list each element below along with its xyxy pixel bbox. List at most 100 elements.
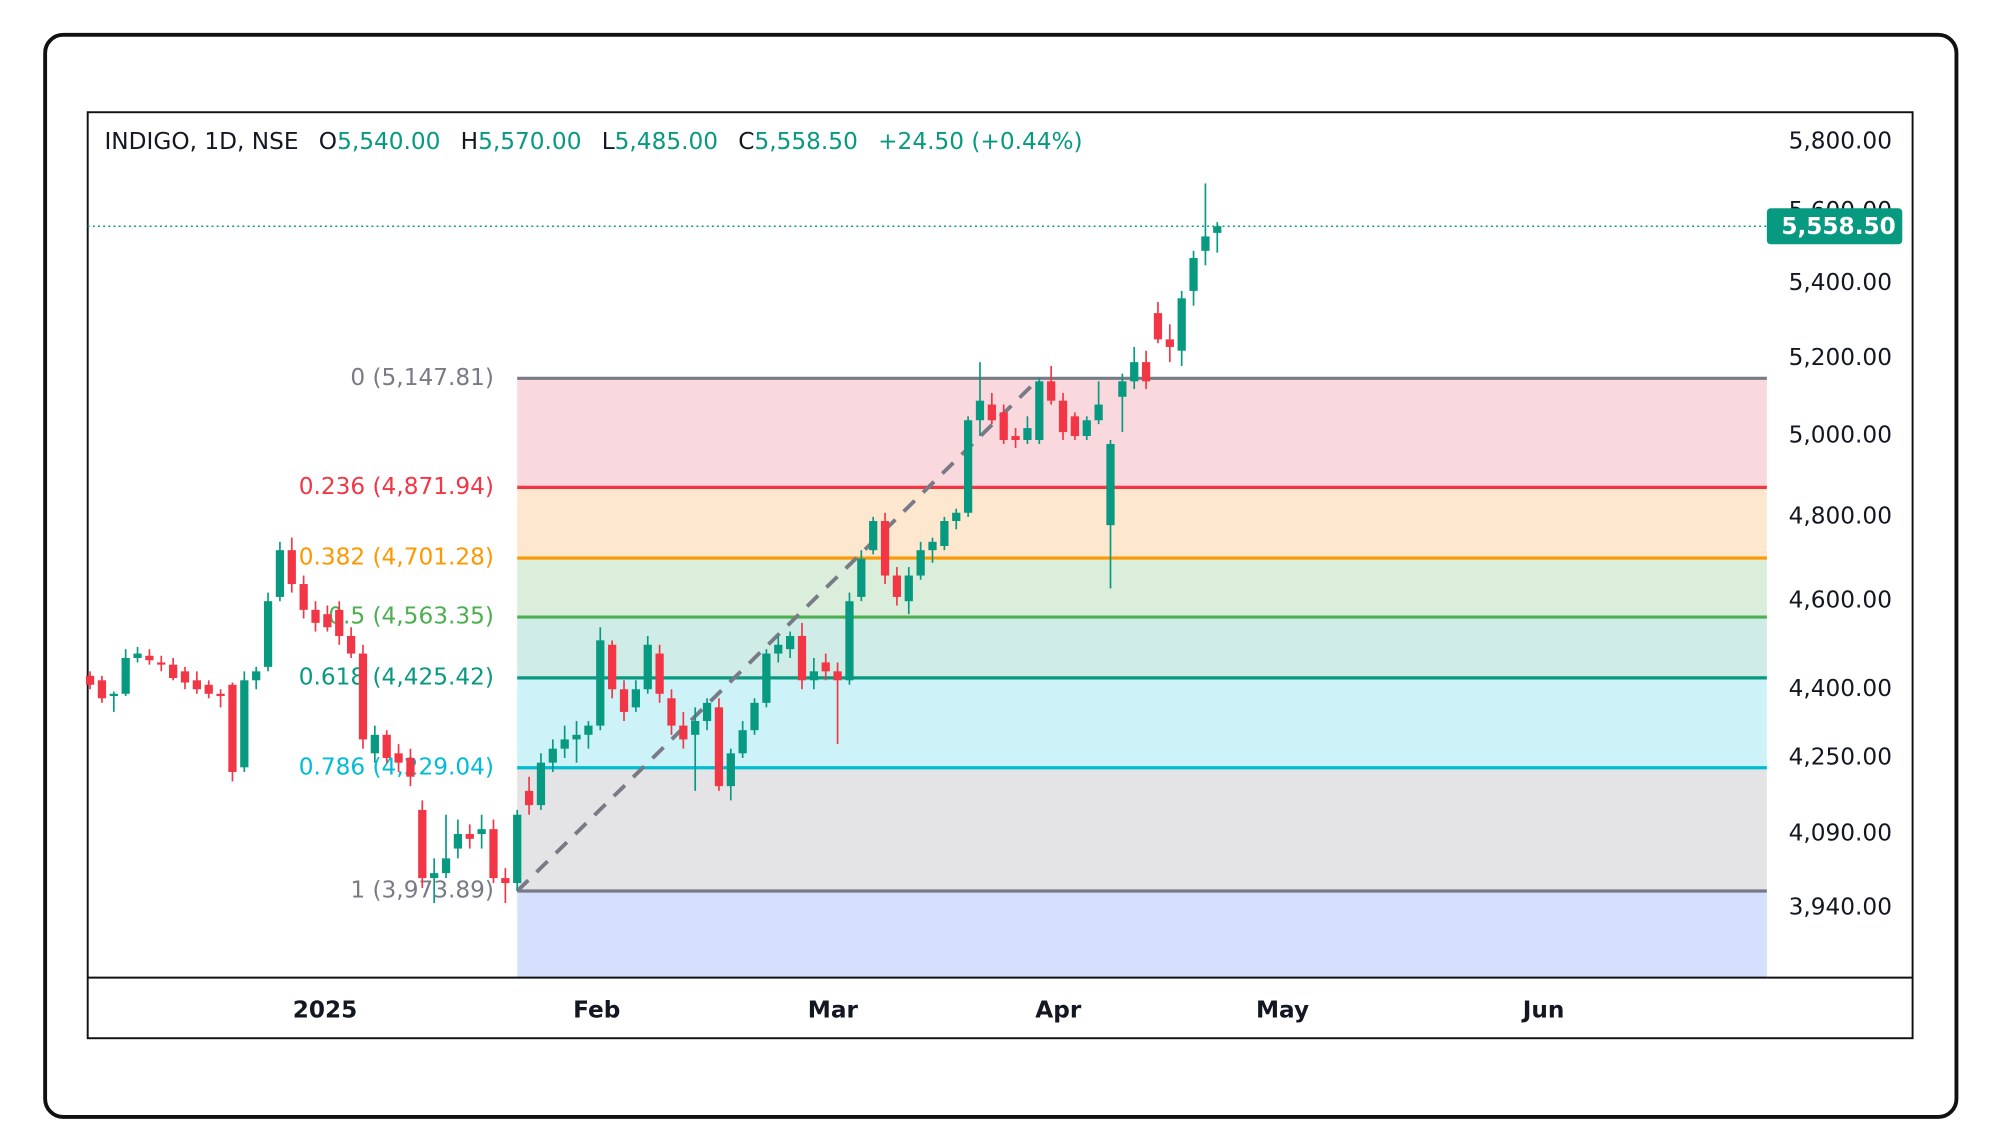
candle-body bbox=[619, 689, 629, 712]
change: +24.50 (+0.44%) bbox=[878, 127, 1083, 154]
candle-body bbox=[1106, 443, 1115, 526]
candle-body bbox=[1047, 381, 1056, 401]
candle-body bbox=[904, 575, 913, 602]
candle-body bbox=[916, 550, 925, 576]
x-tick-label: Feb bbox=[573, 997, 620, 1024]
candle-body bbox=[857, 558, 866, 597]
candle-body bbox=[275, 550, 285, 597]
candle-body bbox=[702, 702, 712, 722]
candle-body bbox=[821, 662, 830, 672]
candle-body bbox=[133, 653, 142, 658]
x-tick-label: Apr bbox=[1035, 997, 1082, 1024]
candle-body bbox=[1130, 362, 1139, 382]
candle-body bbox=[750, 702, 759, 731]
y-tick-label: 4,250.00 bbox=[1789, 743, 1892, 770]
fib-zone bbox=[517, 677, 1767, 768]
candle-body bbox=[762, 653, 771, 703]
candle-body bbox=[643, 644, 652, 690]
candles bbox=[85, 183, 1222, 903]
fib-zone bbox=[517, 487, 1767, 559]
candle-body bbox=[252, 671, 261, 681]
candle-body bbox=[169, 664, 178, 679]
candle-body bbox=[1094, 404, 1103, 421]
fib-zone bbox=[517, 891, 1767, 978]
candle-body bbox=[1118, 381, 1127, 397]
fib-level-label: 0 (5,147.81) bbox=[350, 364, 494, 391]
candle-body bbox=[726, 753, 735, 787]
candle-body bbox=[631, 689, 641, 708]
candle-body bbox=[323, 614, 332, 628]
y-tick-label: 4,400.00 bbox=[1789, 675, 1892, 702]
candle-body bbox=[382, 734, 391, 758]
candle-body bbox=[346, 635, 356, 654]
candle-body bbox=[987, 404, 996, 421]
candle-body bbox=[204, 684, 213, 694]
candle-body bbox=[453, 833, 463, 849]
candle-body bbox=[940, 521, 949, 546]
candle-body bbox=[1201, 236, 1210, 251]
candle-body bbox=[548, 748, 557, 763]
candle-body bbox=[952, 512, 961, 522]
symbol: INDIGO, 1D, NSE bbox=[104, 127, 298, 154]
y-tick-label: 5,400.00 bbox=[1789, 269, 1892, 296]
candle-body bbox=[738, 730, 747, 754]
candle-body bbox=[121, 657, 130, 694]
fib-zone bbox=[517, 558, 1767, 618]
header: INDIGO, 1D, NSE O5,540.00 H5,570.00 L5,4… bbox=[104, 127, 1082, 154]
candle-body bbox=[524, 790, 534, 806]
candle-body bbox=[109, 693, 118, 697]
candle-body bbox=[963, 420, 973, 513]
candle-body bbox=[975, 400, 985, 421]
candle-body bbox=[999, 412, 1008, 440]
y-tick-label: 5,800.00 bbox=[1789, 128, 1892, 155]
candle-body bbox=[358, 653, 368, 740]
candle-body bbox=[833, 671, 842, 681]
x-tick-label: May bbox=[1256, 997, 1309, 1024]
candle-body bbox=[584, 725, 593, 735]
ohlc-label: L bbox=[602, 127, 615, 154]
y-tick-label: 4,090.00 bbox=[1789, 819, 1892, 846]
candle-body bbox=[263, 601, 273, 667]
candle-body bbox=[1070, 416, 1080, 437]
y-tick-label: 5,000.00 bbox=[1789, 422, 1892, 449]
candle-body bbox=[1165, 339, 1174, 347]
candle-body bbox=[216, 693, 225, 697]
candle-body bbox=[1011, 436, 1020, 440]
candle-body bbox=[430, 873, 439, 879]
candle-body bbox=[880, 521, 890, 576]
candle-body bbox=[1035, 381, 1044, 440]
fib-zone bbox=[517, 767, 1767, 892]
candle-body bbox=[596, 640, 605, 726]
y-tick-label: 3,940.00 bbox=[1789, 894, 1892, 921]
ohlc-value: 5,540.00 bbox=[337, 127, 440, 154]
candle-body bbox=[441, 858, 451, 874]
candle-body bbox=[465, 833, 474, 839]
x-tick-label: Mar bbox=[808, 997, 859, 1024]
candle-body bbox=[394, 753, 403, 763]
candle-body bbox=[774, 644, 783, 654]
candle-body bbox=[572, 734, 581, 740]
candle-body bbox=[869, 521, 878, 551]
candle-body bbox=[608, 644, 617, 690]
candle-body bbox=[1141, 362, 1151, 382]
x-tick-label: Jun bbox=[1521, 997, 1565, 1024]
fib-zone bbox=[517, 617, 1767, 678]
last-price-label: 5,558.50 bbox=[1781, 213, 1896, 240]
candle-body bbox=[691, 721, 700, 735]
last-price-box bbox=[1766, 208, 1903, 245]
candle-body bbox=[679, 725, 688, 740]
candle-body bbox=[335, 609, 344, 636]
axes: 5,800.005,600.005,400.005,200.005,000.00… bbox=[87, 128, 1903, 1024]
candle-body bbox=[180, 671, 190, 683]
ohlc-label: C bbox=[738, 127, 754, 154]
ohlc-value: 5,570.00 bbox=[478, 127, 581, 154]
candle-body bbox=[928, 541, 937, 551]
candle-body bbox=[85, 675, 95, 685]
ohlc-value: 5,485.00 bbox=[615, 127, 718, 154]
ohlc-label: H bbox=[461, 127, 478, 154]
candle-body bbox=[311, 609, 320, 623]
fib-zones bbox=[517, 378, 1767, 978]
candle-body bbox=[97, 680, 107, 699]
candle-body bbox=[1153, 313, 1163, 340]
